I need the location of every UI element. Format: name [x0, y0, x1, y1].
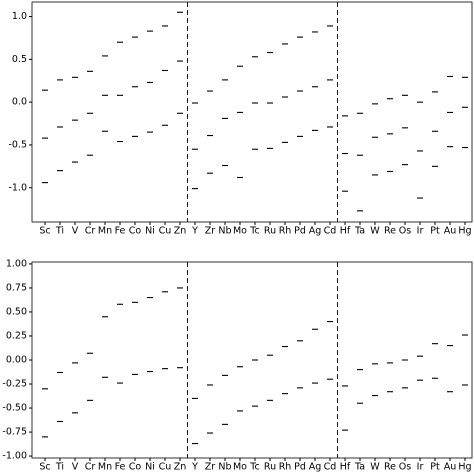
plot-frame — [31, 1, 473, 223]
x-tick-label: Zr — [205, 226, 216, 237]
y-tick-label: 1.00 — [6, 258, 27, 269]
x-tick-label: Mn — [98, 462, 112, 473]
x-tick-label: Au — [444, 462, 457, 473]
y-tick-label: 0.0 — [12, 97, 27, 108]
y-tick-label: -0.50 — [2, 403, 27, 414]
x-tick-label: Cr — [85, 462, 96, 473]
x-tick-label: Pt — [430, 462, 440, 473]
x-tick-label: Cu — [159, 462, 172, 473]
x-tick-label: Tc — [249, 226, 259, 237]
x-tick-label: Rh — [279, 462, 292, 473]
y-tick-label: 0.50 — [6, 306, 27, 317]
x-tick-label: Sc — [39, 226, 50, 237]
x-tick-label: Mn — [98, 226, 112, 237]
x-tick-label: Nb — [218, 226, 231, 237]
y-tick-label: -0.25 — [2, 379, 27, 390]
y-tick-label: -1.0 — [8, 182, 27, 193]
x-tick-label: Cd — [324, 226, 337, 237]
x-tick-label: Zn — [174, 226, 187, 237]
x-tick-label: Ru — [264, 226, 276, 237]
y-tick-label: 0.5 — [12, 54, 27, 65]
x-tick-label: Ti — [55, 462, 64, 473]
x-tick-label: V — [72, 226, 79, 237]
x-tick-label: Sc — [39, 462, 50, 473]
y-tick-label: 0.00 — [6, 355, 27, 366]
x-tick-label: Cr — [85, 226, 96, 237]
x-tick-label: Ni — [145, 462, 155, 473]
x-tick-label: Pd — [294, 226, 306, 237]
x-tick-label: Ir — [417, 226, 424, 237]
y-tick-label: -1.00 — [2, 451, 27, 462]
x-tick-label: Tc — [249, 462, 259, 473]
x-tick-label: Os — [399, 462, 411, 473]
x-tick-label: Co — [129, 462, 142, 473]
x-tick-label: Nb — [218, 462, 231, 473]
x-tick-label: Ru — [264, 462, 276, 473]
x-tick-label: Cd — [324, 462, 337, 473]
x-tick-label: Ir — [417, 462, 424, 473]
x-tick-label: Hf — [340, 226, 351, 237]
x-tick-label: Hg — [458, 226, 471, 237]
x-tick-label: Cu — [159, 226, 172, 237]
x-tick-label: Fe — [115, 226, 126, 237]
x-tick-label: Ni — [145, 226, 155, 237]
x-tick-label: Fe — [115, 462, 126, 473]
y-tick-label: 1.0 — [12, 11, 27, 22]
x-tick-label: W — [370, 226, 380, 237]
x-tick-label: Pd — [294, 462, 306, 473]
x-tick-label: Mo — [233, 226, 247, 237]
x-tick-label: Ta — [354, 462, 365, 473]
x-tick-label: Hf — [340, 462, 351, 473]
x-tick-label: Pt — [430, 226, 440, 237]
x-tick-label: Rh — [279, 226, 292, 237]
y-tick-label: 0.75 — [6, 282, 27, 293]
x-tick-label: Au — [444, 226, 457, 237]
x-tick-label: Zr — [205, 462, 216, 473]
x-tick-label: Ti — [55, 226, 64, 237]
x-tick-label: Mo — [233, 462, 247, 473]
x-tick-label: Os — [399, 226, 411, 237]
x-tick-label: Zn — [174, 462, 187, 473]
y-tick-label: -0.5 — [8, 139, 27, 150]
x-tick-label: W — [370, 462, 380, 473]
x-tick-label: Ag — [309, 462, 322, 473]
x-tick-label: Y — [191, 462, 198, 473]
x-tick-label: V — [72, 462, 79, 473]
x-tick-label: Hg — [458, 462, 471, 473]
x-tick-label: Ag — [309, 226, 322, 237]
y-tick-label: -0.75 — [2, 427, 27, 438]
x-tick-label: Re — [384, 226, 396, 237]
x-tick-label: Re — [384, 462, 396, 473]
y-tick-label: 0.25 — [6, 330, 27, 341]
x-tick-label: Y — [191, 226, 198, 237]
x-tick-label: Ta — [354, 226, 365, 237]
x-tick-label: Co — [129, 226, 142, 237]
